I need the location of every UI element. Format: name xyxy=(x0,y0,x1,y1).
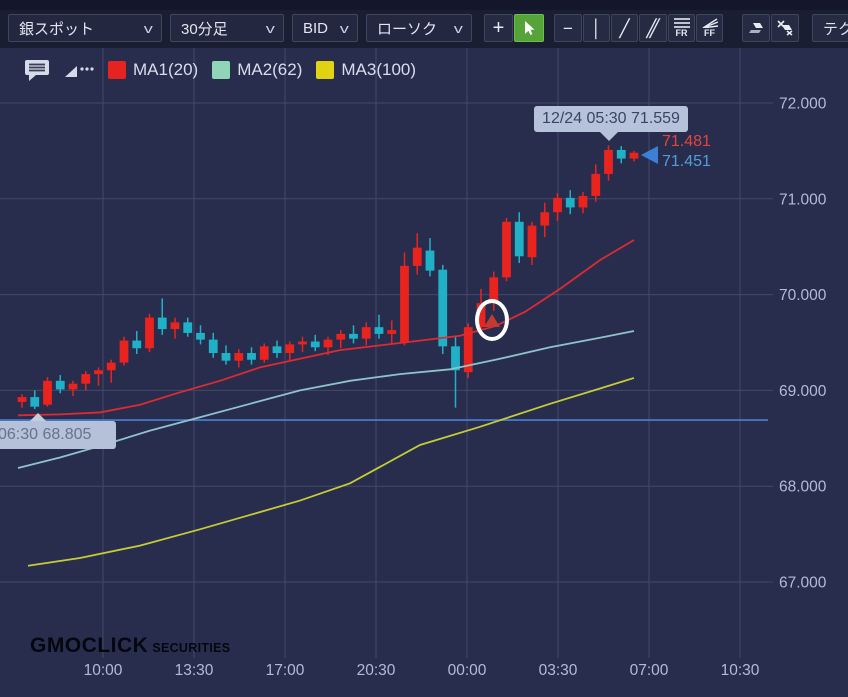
eraser-icon xyxy=(749,23,763,33)
svg-text:68.000: 68.000 xyxy=(779,479,827,496)
svg-text:20:30: 20:30 xyxy=(357,662,396,679)
chevron-down-icon: v xyxy=(143,20,153,36)
legend-item-ma1[interactable]: MA1(20) xyxy=(108,60,198,80)
svg-text:72.000: 72.000 xyxy=(779,96,827,113)
current-price-triangle-icon xyxy=(641,146,658,164)
trend-line-tool-button[interactable]: ╱ xyxy=(611,14,638,42)
high-price-tooltip-text: 12/24 05:30 71.559 xyxy=(542,110,680,127)
horizontal-line-tool-button[interactable]: − xyxy=(554,14,582,42)
window-top-strip xyxy=(0,0,848,10)
eraser-tool-button[interactable] xyxy=(742,14,770,42)
svg-text:69.000: 69.000 xyxy=(779,383,827,400)
symbol-dropdown[interactable]: 銀スポット v xyxy=(8,14,162,42)
svg-text:07:00: 07:00 xyxy=(630,662,669,679)
ma3-label: MA3(100) xyxy=(341,60,417,79)
current-ask-value: 71.481 xyxy=(662,133,711,150)
svg-text:00:00: 00:00 xyxy=(448,662,487,679)
comment-icon[interactable] xyxy=(24,58,50,82)
svg-text:10:30: 10:30 xyxy=(721,662,760,679)
candlestick-chart[interactable]: 72.000 71.000 70.000 69.000 68.000 67.000 10:0… xyxy=(0,48,848,697)
parallel-lines-icon: ╱╱ xyxy=(646,18,660,38)
svg-text:13:30: 13:30 xyxy=(175,662,214,679)
chart-type-dropdown[interactable]: ローソク v xyxy=(366,14,472,42)
ma2-label: MA2(62) xyxy=(237,60,303,79)
chevron-down-icon: v xyxy=(339,20,349,36)
broker-logo: GMOCLICK SECURITIES xyxy=(30,634,230,658)
cursor-icon xyxy=(525,21,535,35)
svg-text:70.000: 70.000 xyxy=(779,287,827,304)
legend-item-ma2[interactable]: MA2(62) xyxy=(212,60,302,80)
crosshair-icon: + xyxy=(492,17,505,39)
logo-main-text: GMOCLICK xyxy=(30,634,149,657)
fibonacci-retracement-icon: FR xyxy=(673,18,690,38)
svg-text:71.000: 71.000 xyxy=(779,191,827,208)
timeframe-dropdown[interactable]: 30分足 v xyxy=(170,14,284,42)
technical-button-label: テク xyxy=(823,20,848,38)
ma1-label: MA1(20) xyxy=(133,60,199,79)
horizontal-line-icon: − xyxy=(563,18,573,38)
vertical-line-icon: │ xyxy=(591,18,602,38)
svg-text:10:00: 10:00 xyxy=(84,662,123,679)
trend-line-icon: ╱ xyxy=(619,18,630,38)
svg-text:67.000: 67.000 xyxy=(779,575,827,592)
chevron-down-icon: v xyxy=(453,20,463,36)
price-type-dropdown-value: BID xyxy=(303,19,329,37)
legend-item-ma3[interactable]: MA3(100) xyxy=(316,60,416,80)
price-type-dropdown[interactable]: BID v xyxy=(292,14,358,42)
low-label-pointer xyxy=(30,413,46,421)
erase-all-icon xyxy=(777,20,793,36)
timeframe-dropdown-value: 30分足 xyxy=(181,20,228,38)
fibonacci-fan-icon: FF xyxy=(702,18,718,38)
vertical-line-tool-button[interactable]: │ xyxy=(583,14,610,42)
cursor-tool-button[interactable] xyxy=(514,14,544,42)
technical-button[interactable]: テク xyxy=(812,14,848,42)
svg-text:03:30: 03:30 xyxy=(539,662,578,679)
chart-type-dropdown-value: ローソク xyxy=(377,20,438,38)
crosshair-tool-button[interactable]: + xyxy=(484,14,513,42)
toolbar: 銀スポット v 30分足 v BID v ローソク v + − │ xyxy=(0,10,848,48)
erase-all-tool-button[interactable] xyxy=(771,14,799,42)
tooltip-pointer xyxy=(600,132,618,141)
buy-signal-triangle-icon xyxy=(484,314,500,327)
low-price-label-text: 06:30 68.805 xyxy=(0,426,92,443)
current-bid-value: 71.451 xyxy=(662,153,711,170)
chart-legend: MA1(20) MA2(62) MA3(100) xyxy=(24,58,416,82)
high-price-tooltip: 12/24 05:30 71.559 xyxy=(534,106,688,141)
fibonacci-fan-tool-button[interactable]: FF xyxy=(696,14,723,42)
logo-sub-text: SECURITIES xyxy=(152,641,231,655)
ma2-swatch xyxy=(212,61,231,79)
annotation-marker-icon[interactable] xyxy=(64,61,94,79)
svg-text:17:00: 17:00 xyxy=(266,662,305,679)
ma1-swatch xyxy=(108,61,126,79)
symbol-dropdown-value: 銀スポット xyxy=(19,20,95,38)
parallel-lines-tool-button[interactable]: ╱╱ xyxy=(639,14,667,42)
low-price-label: 06:30 68.805 xyxy=(0,413,116,449)
ma3-swatch xyxy=(316,61,335,79)
fibonacci-retracement-tool-button[interactable]: FR xyxy=(668,14,695,42)
chevron-down-icon: v xyxy=(265,20,275,36)
highlight-circle xyxy=(475,299,509,341)
